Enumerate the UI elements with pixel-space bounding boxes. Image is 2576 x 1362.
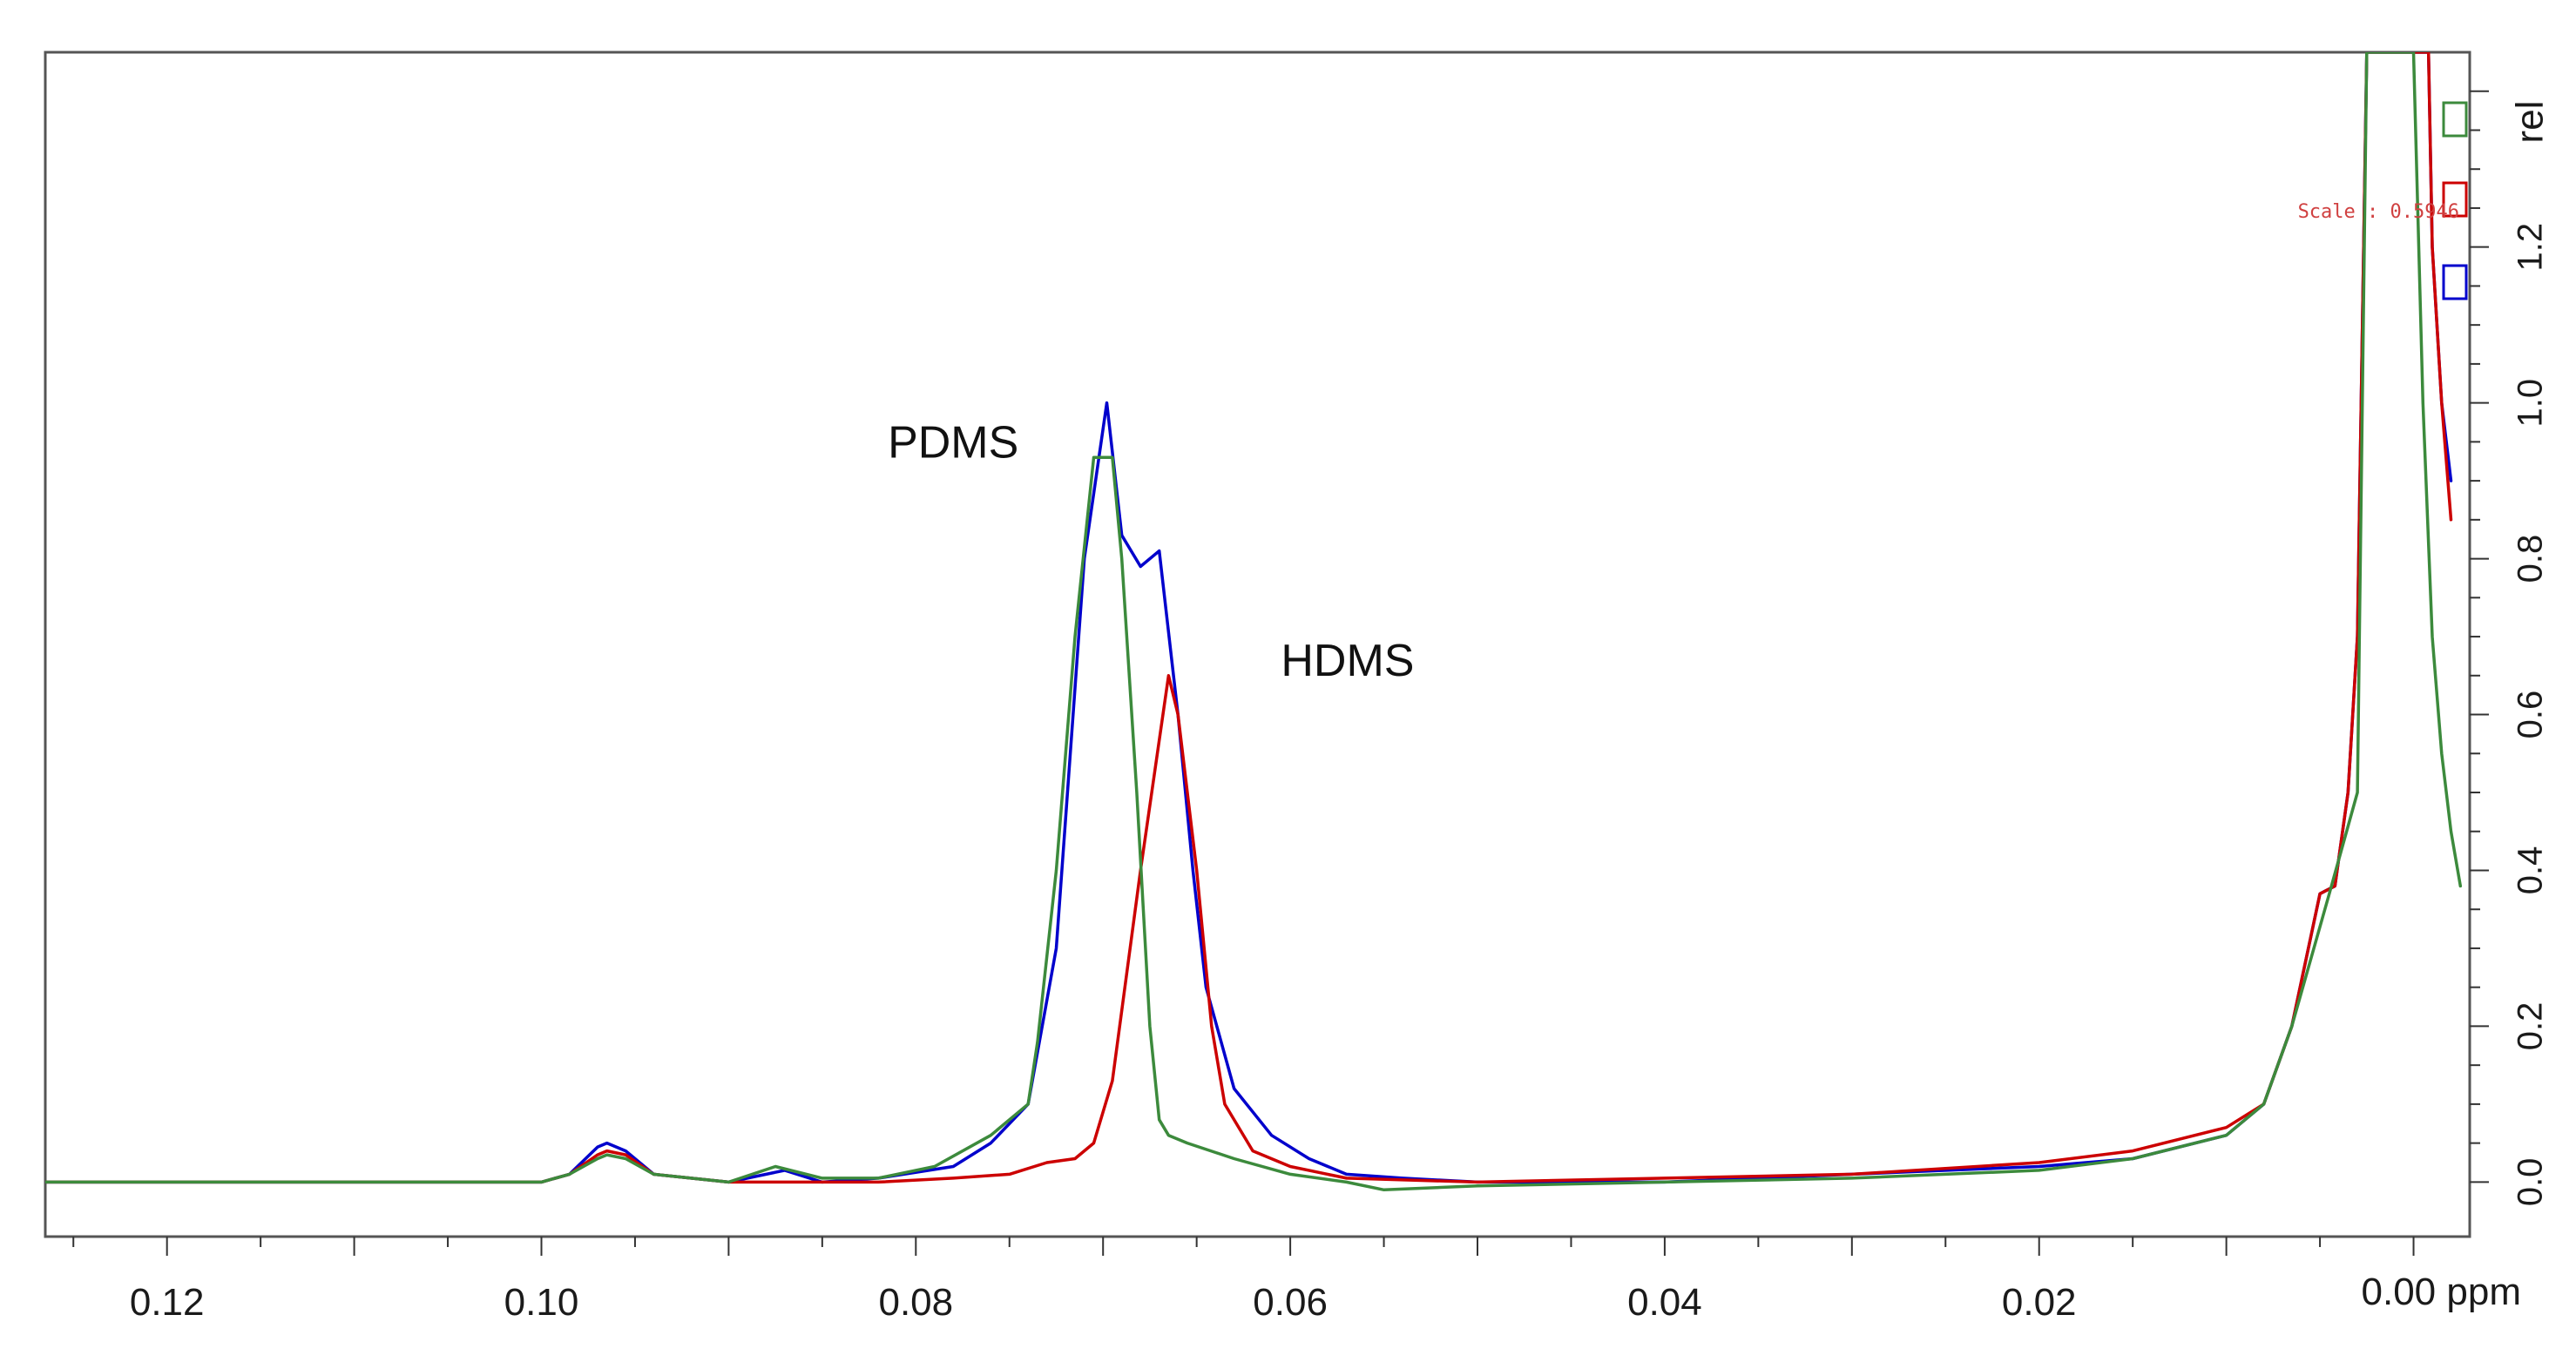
x-tick-label: 0.02: [2002, 1281, 2077, 1324]
x-tick-label: 0.08: [878, 1281, 953, 1324]
y-axis-title: rel: [2509, 101, 2552, 144]
y-tick-label: 0.0: [2512, 1158, 2550, 1207]
scale-marker: [2442, 181, 2468, 218]
x-axis: 0.12 0.10 0.08 0.06 0.04 0.02 0.00 ppm: [72, 1237, 2521, 1324]
x-tick-label: 0.04: [1627, 1281, 1702, 1324]
annotation-group: PDMS HDMS: [888, 417, 1414, 686]
scale-markers: [2442, 101, 2468, 300]
x-tick-label: 0.10: [504, 1281, 579, 1324]
series-group: [45, 52, 2463, 1192]
plot-frame: [44, 51, 2471, 1238]
y-tick-label: 0.2: [2512, 1002, 2550, 1051]
y-tick-label: 0.6: [2512, 691, 2550, 739]
y-axis: 0.0 0.2 0.4 0.6 0.8 1.0 1.2: [2470, 90, 2550, 1207]
y-tick-label: 1.0: [2512, 379, 2550, 428]
y-tick-label: 0.8: [2512, 535, 2550, 583]
y-tick-label: 1.2: [2512, 223, 2550, 272]
x-tick-label: 0.00 ppm: [2362, 1271, 2521, 1313]
x-tick-label: 0.12: [130, 1281, 205, 1324]
x-tick-label: 0.06: [1253, 1281, 1328, 1324]
series-line-3: [45, 52, 2463, 1192]
y-tick-label: 0.4: [2512, 846, 2550, 895]
scale-label: Scale : 0.5946: [2298, 201, 2459, 223]
annotation-label: PDMS: [888, 417, 1018, 468]
annotation-label: HDMS: [1281, 636, 1414, 686]
scale-marker: [2442, 264, 2468, 300]
scale-marker: [2442, 101, 2468, 138]
